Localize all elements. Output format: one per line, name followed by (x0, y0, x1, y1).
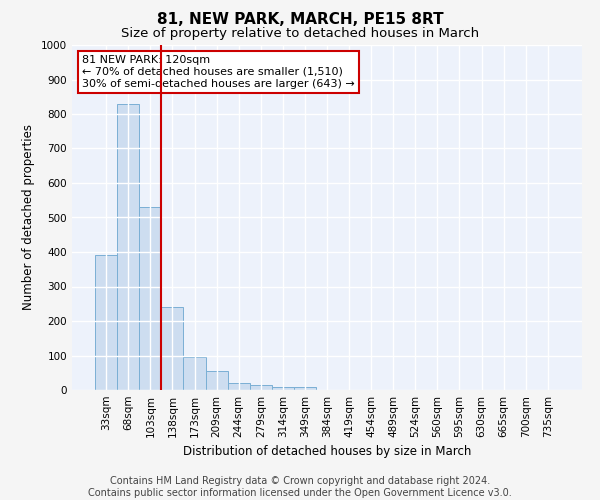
Text: Size of property relative to detached houses in March: Size of property relative to detached ho… (121, 28, 479, 40)
Bar (95, 256, 117, 390)
Bar (272, 386, 294, 390)
Bar (139, 207, 161, 390)
Bar (294, 387, 316, 390)
Text: 81 NEW PARK: 120sqm
← 70% of detached houses are smaller (1,510)
30% of semi-det: 81 NEW PARK: 120sqm ← 70% of detached ho… (82, 56, 355, 88)
Text: 81, NEW PARK, MARCH, PE15 8RT: 81, NEW PARK, MARCH, PE15 8RT (157, 12, 443, 28)
Bar (206, 371, 227, 390)
Bar (250, 385, 272, 390)
Bar (227, 383, 250, 390)
Bar (117, 104, 139, 390)
Bar (161, 307, 184, 390)
Bar (184, 357, 206, 390)
Y-axis label: Number of detached properties: Number of detached properties (22, 124, 35, 310)
Text: Contains HM Land Registry data © Crown copyright and database right 2024.
Contai: Contains HM Land Registry data © Crown c… (88, 476, 512, 498)
X-axis label: Distribution of detached houses by size in March: Distribution of detached houses by size … (183, 446, 471, 458)
